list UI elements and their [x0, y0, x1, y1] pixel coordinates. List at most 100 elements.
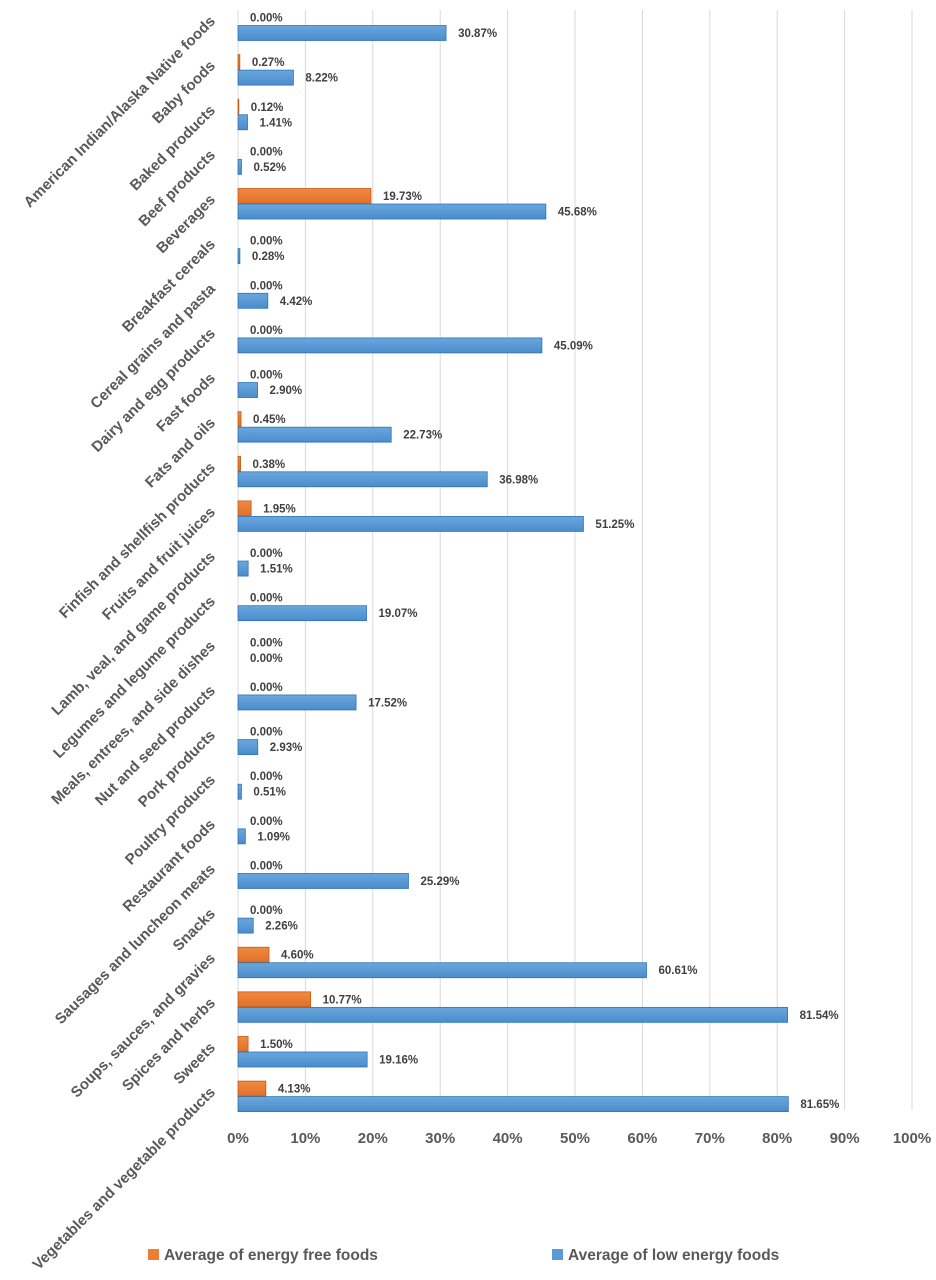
data-label: 0.00% — [250, 816, 283, 828]
category-labels: American Indian/Alaska Native foodsBaby … — [21, 13, 220, 1274]
data-label: 19.07% — [379, 608, 418, 620]
x-tick-label: 50% — [560, 1130, 590, 1147]
category-label: Legumes and legume products — [50, 593, 219, 762]
legend-label: Average of energy free foods — [164, 1247, 378, 1264]
bar-low-energy — [237, 25, 447, 41]
data-label: 0.00% — [250, 637, 283, 649]
bar-energy-free — [237, 1036, 249, 1052]
data-label: 0.27% — [252, 57, 285, 69]
bar-energy-free — [237, 455, 241, 472]
bar-low-energy — [237, 560, 249, 577]
bar-low-energy — [237, 337, 543, 354]
x-tick-label: 60% — [627, 1130, 657, 1147]
data-label: 1.41% — [260, 117, 293, 129]
data-label: 30.87% — [458, 28, 497, 40]
x-axis-ticks: 0% 10% 20% 30% 40% 50% 60% 70% 80% 90% 100% — [227, 1130, 931, 1147]
data-label: 0.00% — [250, 13, 283, 25]
bar-energy-free — [237, 98, 240, 115]
bar-low-energy — [237, 694, 357, 711]
bar-low-energy — [237, 426, 392, 443]
x-tick-label: 80% — [762, 1130, 792, 1147]
bar-low-energy — [237, 1006, 788, 1023]
category-label: Meals, entrees, and side dishes — [48, 638, 219, 809]
data-label: 2.93% — [270, 742, 303, 754]
bar-low-energy — [237, 783, 242, 800]
data-label: 0.28% — [252, 251, 285, 263]
data-label: 0.00% — [250, 682, 283, 694]
bar-energy-free — [237, 1080, 267, 1097]
data-label: 51.25% — [595, 519, 634, 531]
data-label: 0.00% — [250, 905, 283, 917]
data-label: 60.61% — [659, 965, 698, 977]
data-label: 36.98% — [499, 474, 538, 486]
x-tick-label: 10% — [290, 1130, 320, 1147]
data-label: 0.00% — [250, 325, 283, 337]
category-label: Beef products — [135, 147, 218, 230]
data-label: 0.00% — [250, 860, 283, 872]
data-label: 0.00% — [250, 548, 283, 560]
data-label: 0.52% — [254, 162, 287, 174]
legend-swatch — [148, 1249, 159, 1260]
data-label: 1.51% — [260, 564, 293, 576]
x-tick-label: 0% — [227, 1130, 249, 1147]
data-label: 0.00% — [250, 593, 283, 605]
bars — [237, 25, 789, 1113]
data-label: 19.16% — [379, 1054, 418, 1066]
bar-low-energy — [237, 471, 488, 488]
bar-energy-free — [237, 946, 270, 963]
x-tick-label: 70% — [695, 1130, 725, 1147]
bar-low-energy — [237, 203, 547, 220]
bar-low-energy — [237, 292, 269, 309]
bar-low-energy — [237, 114, 248, 131]
data-label: 0.38% — [253, 459, 286, 471]
category-label: Vegetables and vegetable products — [29, 1084, 218, 1273]
bar-low-energy — [237, 917, 254, 934]
bar-low-energy — [237, 69, 294, 86]
x-tick-label: 20% — [358, 1130, 388, 1147]
data-label: 0.00% — [250, 653, 283, 665]
data-label: 1.50% — [260, 1039, 293, 1051]
data-label: 4.42% — [280, 296, 313, 308]
data-label: 4.13% — [278, 1084, 311, 1096]
bar-low-energy — [237, 605, 367, 622]
data-label: 4.60% — [281, 950, 314, 962]
bar-low-energy — [237, 158, 242, 175]
bar-energy-free — [237, 54, 241, 71]
data-label: 0.00% — [250, 727, 283, 739]
data-label: 25.29% — [420, 876, 459, 888]
data-label: 1.09% — [257, 831, 290, 843]
data-label: 17.52% — [368, 697, 407, 709]
data-label: 0.12% — [251, 102, 284, 114]
x-tick-label: 100% — [893, 1130, 931, 1147]
data-label: 19.73% — [383, 191, 422, 203]
category-label: Sausages and luncheon meats — [52, 861, 219, 1028]
category-label: Lamb, veal, and game products — [48, 548, 219, 719]
data-label: 2.90% — [270, 385, 303, 397]
bar-low-energy — [237, 962, 647, 979]
bar-low-energy — [237, 248, 241, 265]
bar-low-energy — [237, 873, 409, 889]
category-label: Finfish and shellfish products — [56, 459, 219, 622]
x-tick-label: 30% — [425, 1130, 455, 1147]
bar-low-energy — [237, 1051, 368, 1068]
category-label: Pork products — [135, 727, 219, 811]
bar-energy-free — [237, 500, 252, 517]
bar-energy-free — [237, 411, 242, 428]
data-label: 81.65% — [800, 1099, 839, 1111]
bar-energy-free — [237, 188, 372, 204]
bar-low-energy — [237, 516, 584, 532]
x-tick-label: 40% — [493, 1130, 523, 1147]
data-label: 45.09% — [554, 340, 593, 352]
data-label: 0.45% — [253, 414, 286, 426]
data-label: 0.00% — [250, 236, 283, 248]
legend-label: Average of low energy foods — [568, 1247, 779, 1264]
data-label: 8.22% — [305, 73, 338, 85]
bar-low-energy — [237, 828, 246, 845]
data-labels: 0.00% 30.87% 0.27% 8.22% 0.12% 1.41% 0.00% 0.52… — [250, 13, 839, 1112]
bar-low-energy — [237, 382, 258, 398]
x-tick-label: 90% — [830, 1130, 860, 1147]
legend-swatch — [552, 1249, 563, 1260]
data-label: 0.00% — [250, 280, 283, 292]
bar-low-energy — [237, 739, 259, 755]
